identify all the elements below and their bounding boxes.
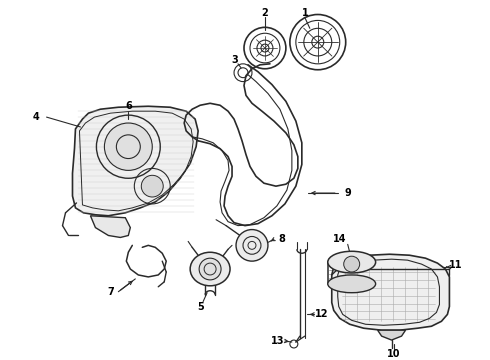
Text: 1: 1 [301, 8, 308, 18]
Circle shape [141, 175, 163, 197]
Text: 3: 3 [232, 55, 239, 65]
Text: 7: 7 [107, 287, 114, 297]
Text: 2: 2 [262, 8, 269, 18]
Circle shape [343, 256, 360, 272]
Circle shape [104, 123, 152, 170]
Text: 4: 4 [32, 112, 39, 122]
Text: 9: 9 [344, 188, 351, 198]
Text: 12: 12 [315, 309, 328, 319]
Polygon shape [91, 216, 130, 238]
Text: 8: 8 [278, 234, 285, 244]
Circle shape [199, 258, 221, 280]
Ellipse shape [328, 275, 376, 293]
Text: 5: 5 [197, 302, 203, 311]
Circle shape [236, 230, 268, 261]
Ellipse shape [328, 251, 376, 273]
Text: 10: 10 [387, 349, 400, 359]
Text: 14: 14 [333, 234, 346, 244]
Text: 13: 13 [271, 336, 285, 346]
Text: 11: 11 [449, 260, 462, 270]
Polygon shape [73, 106, 198, 216]
Text: 6: 6 [125, 101, 132, 111]
Polygon shape [378, 330, 406, 340]
Ellipse shape [190, 252, 230, 286]
Polygon shape [332, 254, 449, 330]
